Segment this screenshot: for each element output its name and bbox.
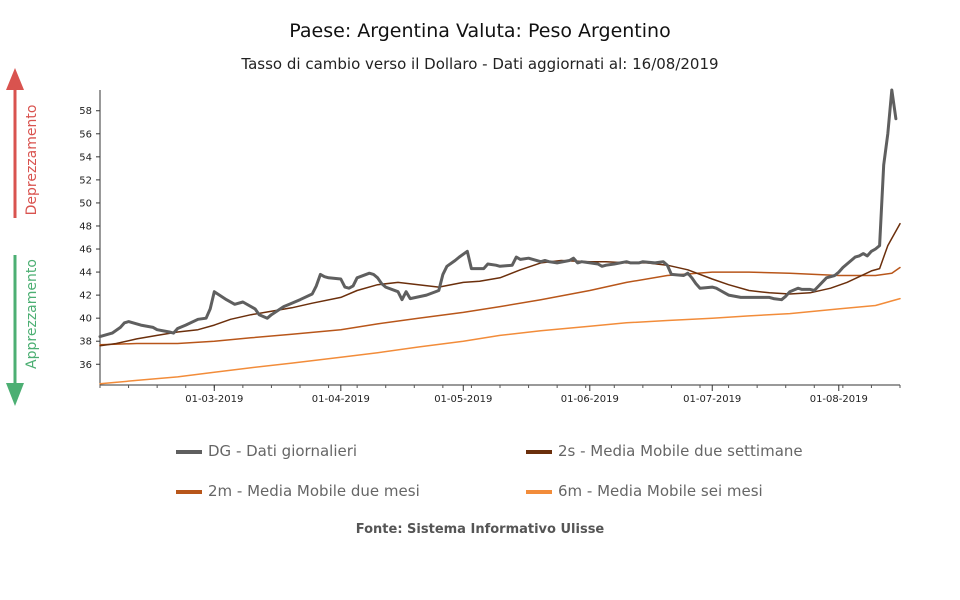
- apprezzamento-label: Apprezzamento: [24, 259, 40, 369]
- chart-subtitle: Tasso di cambio verso il Dollaro - Dati …: [241, 55, 719, 73]
- y-tick-label: 38: [79, 337, 92, 348]
- y-tick-label: 50: [79, 198, 92, 209]
- series-line-3: [99, 297, 901, 385]
- y-tick-label: 44: [79, 268, 92, 279]
- legend-label-dg: DG - Dati giornalieri: [208, 442, 358, 460]
- legend-swatch-6m: [526, 489, 552, 494]
- x-tick-label: 01-05-2019: [434, 394, 492, 405]
- legend-label-6m: 6m - Media Mobile sei mesi: [558, 482, 763, 500]
- legend-swatch-2m: [176, 489, 202, 494]
- x-tick-label: 01-07-2019: [683, 394, 741, 405]
- deprezzamento-label: Deprezzamento: [24, 105, 40, 216]
- series-line-2: [99, 266, 901, 346]
- legend-item-2m: 2m - Media Mobile due mesi: [176, 482, 420, 500]
- x-tick-label: 01-06-2019: [561, 394, 619, 405]
- legend-item-6m: 6m - Media Mobile sei mesi: [526, 482, 763, 500]
- deprezzamento-arrow-head: [6, 68, 24, 90]
- legend-label-2m: 2m - Media Mobile due mesi: [208, 482, 420, 500]
- y-tick-label: 54: [79, 152, 92, 163]
- y-tick-label: 42: [79, 291, 92, 302]
- legend-label-2s: 2s - Media Mobile due settimane: [558, 442, 803, 460]
- series-line-0: [98, 88, 898, 339]
- chart-title: Paese: Argentina Valuta: Peso Argentino: [289, 20, 671, 42]
- legend-item-dg: DG - Dati giornalieri: [176, 442, 357, 460]
- y-tick-label: 48: [79, 221, 92, 232]
- x-tick-label: 01-08-2019: [810, 394, 868, 405]
- source-note: Fonte: Sistema Informativo Ulisse: [355, 522, 605, 537]
- x-tick-label: 01-04-2019: [312, 394, 370, 405]
- y-tick-label: 58: [79, 106, 92, 117]
- x-tick-label: 01-03-2019: [185, 394, 243, 405]
- apprezzamento-arrow-head: [6, 383, 24, 406]
- legend-item-2s: 2s - Media Mobile due settimane: [526, 442, 803, 460]
- y-tick-label: 40: [79, 314, 92, 325]
- y-tick-label: 36: [79, 360, 92, 371]
- legend-swatch-2s: [526, 449, 552, 454]
- y-tick-label: 52: [79, 175, 92, 186]
- series-line-1: [99, 222, 901, 347]
- legend-swatch-dg: [176, 449, 202, 454]
- y-tick-label: 46: [79, 245, 92, 256]
- y-tick-label: 56: [79, 129, 92, 140]
